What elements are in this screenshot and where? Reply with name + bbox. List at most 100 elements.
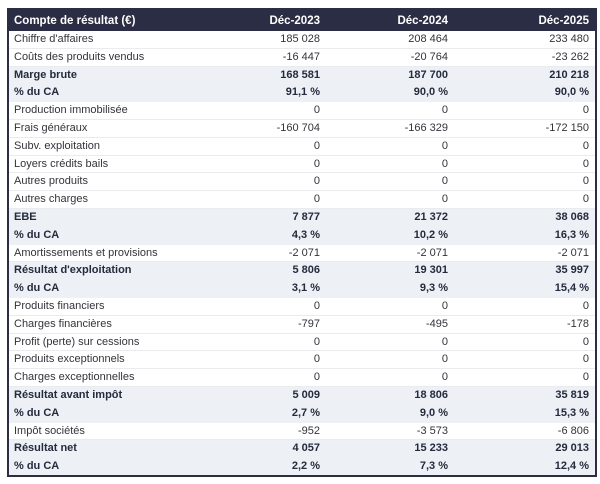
table-row: % du CA 91,1 % 90,0 % 90,0 %: [8, 83, 596, 103]
row-value: 0: [454, 155, 596, 174]
table-row: Produits financiers 0 0 0: [8, 297, 596, 316]
table-row: % du CA 2,7 % 9,0 % 15,3 %: [8, 404, 596, 423]
row-value: 0: [454, 172, 596, 192]
row-label: Loyers crédits bails: [8, 155, 198, 174]
row-value: 4 057: [198, 439, 326, 459]
table-row: Résultat avant impôt 5 009 18 806 35 819: [8, 386, 596, 405]
row-value: 5 806: [198, 261, 326, 281]
row-value: 15,4 %: [454, 279, 596, 298]
table-row: Production immobilisée 0 0 0: [8, 101, 596, 120]
row-value: 0: [198, 297, 326, 316]
row-label: % du CA: [8, 226, 198, 245]
row-label: Charges financières: [8, 315, 198, 334]
row-value: -178: [454, 315, 596, 334]
row-value: 0: [326, 333, 454, 352]
table-header: Compte de résultat (€) Déc-2023 Déc-2024…: [8, 9, 596, 31]
row-label: % du CA: [8, 279, 198, 298]
row-label: Autres charges: [8, 190, 198, 209]
row-label: Impôt sociétés: [8, 422, 198, 441]
table-row: Résultat net 4 057 15 233 29 013: [8, 439, 596, 459]
row-value: 9,3 %: [326, 279, 454, 298]
row-value: 0: [198, 172, 326, 192]
row-value: -2 071: [198, 244, 326, 263]
row-value: 0: [454, 101, 596, 120]
row-value: -172 150: [454, 119, 596, 138]
row-label: EBE: [8, 208, 198, 227]
row-value: 0: [326, 190, 454, 209]
row-value: 0: [198, 350, 326, 370]
header-row: Compte de résultat (€) Déc-2023 Déc-2024…: [8, 9, 596, 31]
row-value: 187 700: [326, 66, 454, 85]
table-row: Chiffre d'affaires 185 028 208 464 233 4…: [8, 31, 596, 49]
table-title: Compte de résultat (€): [8, 9, 198, 31]
row-value: 0: [326, 155, 454, 174]
row-value: 0: [454, 190, 596, 209]
row-value: 4,3 %: [198, 226, 326, 245]
row-label: Marge brute: [8, 66, 198, 85]
table-row: Loyers crédits bails 0 0 0: [8, 155, 596, 174]
table-row: Impôt sociétés -952 -3 573 -6 806: [8, 422, 596, 441]
row-label: Profit (perte) sur cessions: [8, 333, 198, 352]
table-row: % du CA 2,2 % 7,3 % 12,4 %: [8, 457, 596, 476]
row-value: -20 764: [326, 48, 454, 67]
row-label: Chiffre d'affaires: [8, 31, 198, 49]
table-row: Produits exceptionnels 0 0 0: [8, 350, 596, 370]
row-value: 2,2 %: [198, 457, 326, 476]
row-value: 91,1 %: [198, 83, 326, 103]
row-value: 0: [454, 368, 596, 387]
table-row: Coûts des produits vendus -16 447 -20 76…: [8, 48, 596, 67]
row-value: -797: [198, 315, 326, 334]
column-header-dec-2024: Déc-2024: [326, 9, 454, 31]
row-value: 15 233: [326, 439, 454, 459]
row-value: 185 028: [198, 31, 326, 49]
row-value: 0: [454, 350, 596, 370]
row-value: 12,4 %: [454, 457, 596, 476]
row-value: 29 013: [454, 439, 596, 459]
row-value: 0: [454, 297, 596, 316]
row-label: Produits exceptionnels: [8, 350, 198, 370]
column-header-dec-2023: Déc-2023: [198, 9, 326, 31]
row-value: -495: [326, 315, 454, 334]
row-label: Résultat avant impôt: [8, 386, 198, 405]
row-value: 208 464: [326, 31, 454, 49]
row-value: 0: [198, 333, 326, 352]
row-value: 18 806: [326, 386, 454, 405]
row-value: 0: [198, 190, 326, 209]
row-value: -2 071: [454, 244, 596, 263]
row-label: Amortissements et provisions: [8, 244, 198, 263]
row-value: 7 877: [198, 208, 326, 227]
row-value: 0: [326, 101, 454, 120]
table-row: Profit (perte) sur cessions 0 0 0: [8, 333, 596, 352]
table-row: % du CA 4,3 % 10,2 % 16,3 %: [8, 226, 596, 245]
row-value: 15,3 %: [454, 404, 596, 423]
column-header-dec-2025: Déc-2025: [454, 9, 596, 31]
table-row: Charges financières -797 -495 -178: [8, 315, 596, 334]
row-value: 0: [198, 137, 326, 156]
row-label: Frais généraux: [8, 119, 198, 138]
row-label: % du CA: [8, 404, 198, 423]
income-statement-table: Compte de résultat (€) Déc-2023 Déc-2024…: [7, 8, 597, 477]
row-value: 35 997: [454, 261, 596, 281]
row-value: 16,3 %: [454, 226, 596, 245]
row-label: % du CA: [8, 457, 198, 476]
table-row: Résultat d'exploitation 5 806 19 301 35 …: [8, 261, 596, 281]
row-value: -160 704: [198, 119, 326, 138]
table-row: Charges exceptionnelles 0 0 0: [8, 368, 596, 387]
row-value: 35 819: [454, 386, 596, 405]
row-value: 90,0 %: [326, 83, 454, 103]
row-value: 3,1 %: [198, 279, 326, 298]
row-value: 0: [454, 137, 596, 156]
row-value: 0: [198, 368, 326, 387]
row-value: 5 009: [198, 386, 326, 405]
row-value: 38 068: [454, 208, 596, 227]
row-value: -23 262: [454, 48, 596, 67]
row-value: 0: [326, 368, 454, 387]
table-row: Subv. exploitation 0 0 0: [8, 137, 596, 156]
row-label: Autres produits: [8, 172, 198, 192]
row-label: Production immobilisée: [8, 101, 198, 120]
table-body: Chiffre d'affaires 185 028 208 464 233 4…: [8, 31, 596, 476]
row-value: 19 301: [326, 261, 454, 281]
table-row: Autres produits 0 0 0: [8, 172, 596, 192]
row-value: 210 218: [454, 66, 596, 85]
table-row: Frais généraux -160 704 -166 329 -172 15…: [8, 119, 596, 138]
